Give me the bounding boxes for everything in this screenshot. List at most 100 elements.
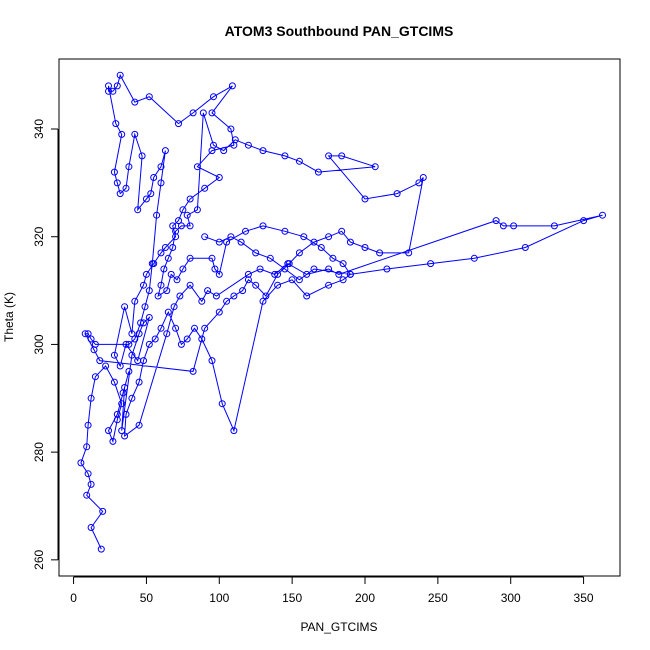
data-point (325, 233, 333, 241)
data-point (329, 254, 337, 262)
data-point (244, 276, 252, 284)
x-tick-label: 50 (140, 591, 154, 605)
data-point (186, 222, 194, 230)
data-point (186, 281, 194, 289)
data-point (84, 330, 92, 338)
data-point (125, 163, 133, 171)
data-point (84, 421, 92, 429)
data-point (259, 222, 267, 230)
data-point (230, 292, 238, 300)
data-point (169, 222, 177, 230)
data-point (154, 292, 162, 300)
data-point (113, 410, 121, 418)
data-point (218, 400, 226, 408)
data-point (303, 270, 311, 278)
data-point (163, 330, 171, 338)
data-point (227, 233, 235, 241)
data-point (172, 324, 180, 332)
data-point (125, 340, 133, 348)
data-point (131, 297, 139, 305)
data-point (470, 254, 478, 262)
data-point (157, 249, 165, 257)
data-point (138, 152, 146, 160)
data-point (177, 222, 185, 230)
data-point (140, 319, 147, 327)
y-axis: 260 280 300 320 340 (32, 119, 59, 570)
x-tick-label: 200 (355, 591, 375, 605)
data-point (427, 260, 435, 268)
data-point (163, 287, 171, 295)
y-tick-label: 260 (32, 550, 46, 570)
data-point (208, 109, 216, 117)
data-point (128, 351, 136, 359)
data-point (99, 507, 107, 515)
data-point (499, 222, 507, 230)
data-point (288, 276, 296, 284)
data-point (346, 238, 354, 246)
data-point (157, 163, 165, 171)
data-point (112, 120, 120, 128)
data-point (361, 244, 369, 251)
data-point (110, 168, 118, 176)
data-point (339, 276, 347, 284)
data-point (521, 244, 529, 251)
data-point (325, 265, 333, 273)
data-point (135, 421, 143, 429)
data-point (492, 217, 500, 225)
data-point (172, 227, 180, 235)
data-point (335, 270, 343, 278)
data-point (109, 437, 117, 445)
data-point (274, 270, 282, 278)
data-point (256, 265, 264, 273)
data-point (325, 281, 333, 289)
data-point (142, 195, 150, 203)
data-point (510, 222, 518, 230)
data-point (338, 227, 346, 235)
data-point (87, 480, 95, 488)
data-point (118, 427, 126, 435)
data-point (140, 281, 147, 289)
data-point (220, 147, 228, 155)
data-point (346, 270, 354, 278)
data-point (128, 330, 136, 338)
data-point (84, 470, 92, 478)
data-point (215, 238, 223, 246)
data-point (167, 270, 175, 278)
data-point (164, 254, 172, 262)
data-point (419, 174, 427, 181)
data-point (145, 287, 153, 295)
data-point (175, 120, 182, 128)
data-point (161, 244, 169, 251)
data-point (383, 265, 391, 273)
data-point (157, 281, 165, 289)
data-point (210, 141, 217, 149)
data-point (105, 427, 112, 435)
data-point (177, 340, 185, 348)
x-tick-label: 150 (282, 591, 302, 605)
data-point (189, 367, 197, 375)
data-point (201, 184, 209, 192)
data-point (110, 378, 118, 386)
data-point (122, 410, 130, 418)
data-point (97, 545, 105, 553)
data-point (230, 427, 238, 435)
data-point (193, 163, 201, 171)
x-tick-label: 350 (574, 591, 594, 605)
data-point (186, 195, 194, 203)
data-point (145, 314, 153, 321)
data-point (242, 227, 249, 235)
data-point (281, 227, 289, 235)
data-point (295, 249, 303, 257)
data-point (122, 184, 130, 192)
data-point (338, 152, 346, 160)
data-point (371, 163, 379, 171)
data-point (113, 82, 121, 90)
data-point (237, 238, 245, 246)
data-point (199, 109, 207, 117)
data-point (339, 260, 347, 268)
data-point (252, 281, 260, 289)
data-point (134, 206, 142, 214)
data-point (160, 265, 168, 273)
data-point (310, 238, 318, 246)
